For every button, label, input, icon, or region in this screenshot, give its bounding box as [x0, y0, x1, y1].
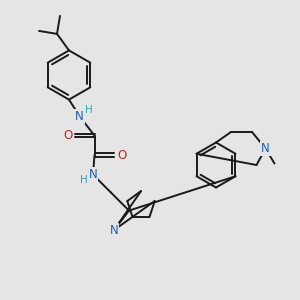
Text: H: H [80, 175, 87, 185]
Text: N: N [261, 142, 270, 155]
Text: O: O [63, 129, 72, 142]
Text: N: N [110, 224, 118, 237]
Text: O: O [117, 148, 126, 162]
Text: N: N [75, 110, 84, 123]
Text: N: N [88, 168, 98, 181]
Text: H: H [85, 105, 92, 115]
